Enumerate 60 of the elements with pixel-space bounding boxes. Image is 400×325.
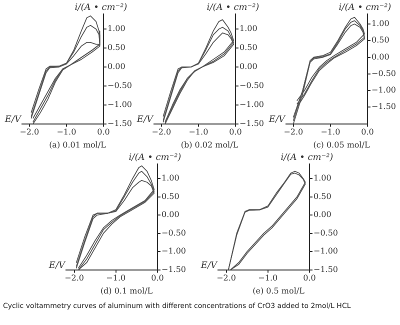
- text: (b) 0.02 mol/L: [180, 140, 239, 150]
- x-tick-label: 0.0: [229, 128, 242, 137]
- y-tick-label: −1.50: [107, 118, 132, 128]
- y-tick-label: 1.00: [161, 174, 180, 183]
- y-tick-label: −0.50: [161, 228, 186, 238]
- y-tick-label: 0.00: [313, 210, 332, 220]
- x-axis-title: E/V: [200, 261, 218, 272]
- x-axis-title: E/V: [268, 115, 286, 126]
- y-tick-label: 0.50: [161, 192, 180, 201]
- y-tick-label: −1.00: [371, 86, 396, 95]
- x-tick-label: −2.0: [216, 274, 236, 283]
- y-tick-label: −1.00: [239, 100, 264, 109]
- y-tick-label: −1.00: [161, 246, 186, 256]
- y-tick-label: 0.00: [239, 62, 258, 72]
- y-tick-label: 0.50: [313, 192, 332, 201]
- y-tick-label: −0.50: [239, 81, 264, 90]
- y-tick-label: −1.50: [161, 264, 186, 274]
- x-tick-label: −1.0: [188, 128, 208, 137]
- text: (d) 0.1 mol/L: [100, 286, 154, 296]
- y-axis-title: i/(A • cm⁻²): [206, 2, 260, 13]
- x-tick-label: −2.0: [20, 128, 40, 137]
- y-tick-label: −0.50: [107, 81, 132, 90]
- x-tick-label: −1.0: [258, 274, 278, 283]
- y-tick-label: 1.00: [371, 19, 390, 28]
- x-tick-label: −1.0: [320, 128, 340, 137]
- x-axis-title: E/V: [4, 115, 22, 126]
- y-tick-label: −0.50: [313, 228, 338, 238]
- y-axis-title: i/(A • cm⁻²): [280, 152, 334, 163]
- y-tick-label: 0.00: [161, 210, 180, 220]
- y-tick-label: −1.00: [107, 100, 132, 109]
- x-tick-label: −2.0: [64, 274, 84, 283]
- text: (e) 0.5 mol/L: [252, 286, 306, 296]
- y-tick-label: 0.50: [371, 36, 390, 45]
- y-tick-label: −1.00: [313, 246, 338, 256]
- y-tick-label: 0.50: [239, 43, 258, 52]
- y-tick-label: −1.50: [313, 264, 338, 274]
- x-tick-label: −1.0: [106, 274, 126, 283]
- x-tick-label: 0.0: [151, 274, 164, 283]
- y-tick-label: −1.50: [371, 102, 396, 112]
- x-tick-label: −1.0: [56, 128, 76, 137]
- y-tick-label: 0.50: [107, 43, 126, 52]
- y-tick-label: 0.00: [107, 62, 126, 72]
- text: (c) 0.05 mol/L: [313, 140, 370, 150]
- y-axis-title: i/(A • cm⁻²): [128, 152, 182, 163]
- x-axis-title: E/V: [48, 261, 66, 272]
- x-axis-title: E/V: [136, 115, 154, 126]
- y-tick-label: 1.00: [313, 174, 332, 183]
- x-tick-label: −2.0: [284, 128, 304, 137]
- x-tick-label: 0.0: [303, 274, 316, 283]
- y-tick-label: 1.00: [239, 24, 258, 34]
- x-tick-label: 0.0: [97, 128, 110, 137]
- y-tick-label: 0.00: [371, 52, 390, 62]
- x-tick-label: −2.0: [152, 128, 172, 137]
- y-tick-label: 1.00: [107, 24, 126, 34]
- y-tick-label: −0.50: [371, 68, 396, 78]
- y-axis-title: i/(A • cm⁻²): [338, 2, 392, 13]
- text: (a) 0.01 mol/L: [49, 140, 107, 150]
- x-tick-label: 0.0: [361, 128, 374, 137]
- y-tick-label: −1.50: [239, 118, 264, 128]
- y-axis-title: i/(A • cm⁻²): [74, 2, 128, 13]
